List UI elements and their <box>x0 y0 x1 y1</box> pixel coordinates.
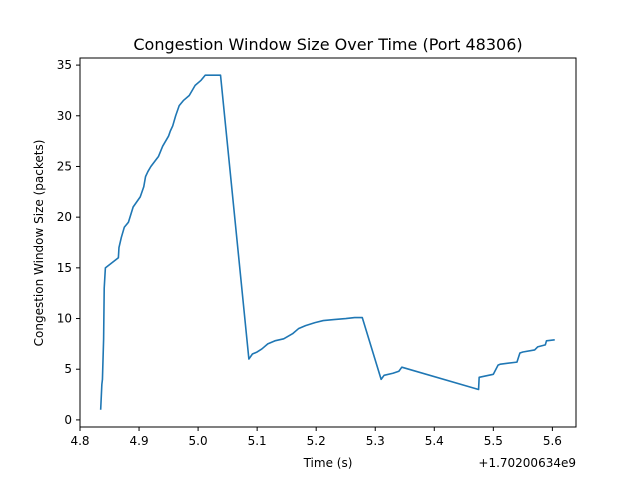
y-tick-label: 10 <box>57 312 72 326</box>
y-axis-label: Congestion Window Size (packets) <box>32 140 46 347</box>
x-axis-label: Time (s) <box>303 456 353 470</box>
plot-area-frame <box>79 57 577 428</box>
series-line <box>99 74 555 410</box>
y-tick-label: 0 <box>64 413 72 427</box>
x-tick-label: 5.2 <box>307 434 326 448</box>
y-tick-label: 30 <box>57 109 72 123</box>
x-tick-label: 4.8 <box>70 434 89 448</box>
x-axis-ticks: 4.8 4.9 5.0 5.1 5.2 5.3 5.4 5.5 5.6 <box>70 427 562 448</box>
series-layer <box>99 74 555 410</box>
x-tick-label: 5.4 <box>425 434 444 448</box>
x-tick-label: 5.3 <box>366 434 385 448</box>
y-tick-label: 25 <box>57 159 72 173</box>
x-tick-label: 5.1 <box>248 434 267 448</box>
y-tick-label: 35 <box>57 58 72 72</box>
x-tick-label: 5.5 <box>484 434 503 448</box>
x-axis-offset-text: +1.70200634e9 <box>478 456 576 470</box>
y-tick-label: 20 <box>57 210 72 224</box>
x-tick-label: 5.0 <box>189 434 208 448</box>
y-axis-ticks: 0 5 10 15 20 25 30 35 <box>57 58 80 427</box>
y-tick-label: 5 <box>64 362 72 376</box>
chart-title: Congestion Window Size Over Time (Port 4… <box>133 35 522 54</box>
y-tick-label: 15 <box>57 261 72 275</box>
x-tick-label: 5.6 <box>543 434 562 448</box>
x-tick-label: 4.9 <box>130 434 149 448</box>
